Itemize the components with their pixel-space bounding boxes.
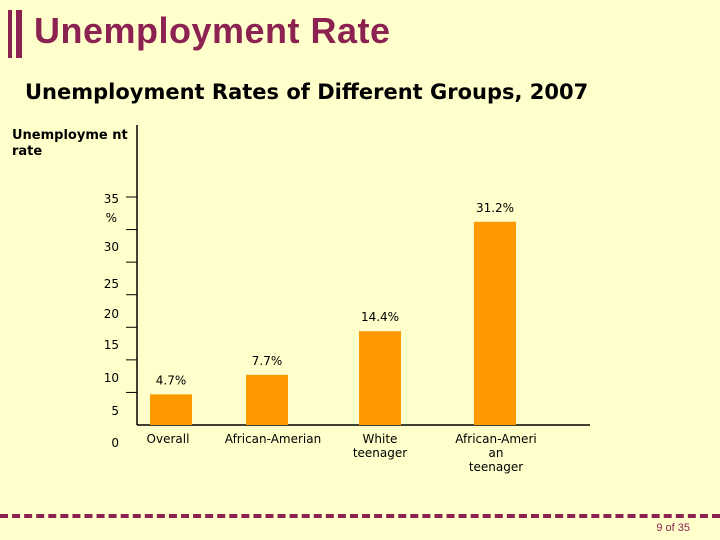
bar-data-label: 31.2% <box>476 201 514 215</box>
x-category-label-line: African-Amerian <box>225 432 321 446</box>
x-category-label: Overall <box>147 432 190 446</box>
decorative-bar-left <box>8 10 12 58</box>
y-tick-label: 35 <box>104 192 119 206</box>
x-category-label-line: an <box>489 446 504 460</box>
bar <box>474 221 516 425</box>
y-tick-label: 15 <box>104 338 119 352</box>
y-tick-label: 25 <box>104 277 119 291</box>
x-category-label: African-Ameri an teenager <box>455 432 536 474</box>
x-category-label-line: Overall <box>147 432 190 446</box>
chart-title: Unemployment Rates of Different Groups, … <box>25 80 589 104</box>
slide-title: Unemployment Rate <box>34 10 391 51</box>
y-tick-label: 0 <box>111 436 119 450</box>
bar <box>359 331 401 425</box>
bar <box>246 374 288 425</box>
bar-data-label: 14.4% <box>361 310 399 324</box>
y-tick-label: 30 <box>104 240 119 254</box>
bar <box>150 394 192 425</box>
y-tick-unit: % <box>106 211 117 225</box>
decorative-bar-right <box>16 10 22 58</box>
y-axis-label: Unemployme nt rate <box>12 128 128 159</box>
x-category-label-line: White <box>363 432 398 446</box>
bar-data-label: 7.7% <box>252 354 283 368</box>
y-tick-label: 5 <box>111 404 119 418</box>
page-number: 9 of 35 <box>656 522 690 534</box>
y-tick-label: 10 <box>104 371 119 385</box>
bar-data-label: 4.7% <box>156 373 187 387</box>
x-category-label-line: teenager <box>469 460 523 474</box>
x-category-label-line: African-Ameri <box>455 432 536 446</box>
x-category-label-line: teenager <box>353 446 407 460</box>
x-category-label: White teenager <box>353 432 407 460</box>
x-category-label: African-Amerian <box>225 432 321 446</box>
footer-divider <box>0 514 720 518</box>
y-tick-label: 20 <box>104 307 119 321</box>
